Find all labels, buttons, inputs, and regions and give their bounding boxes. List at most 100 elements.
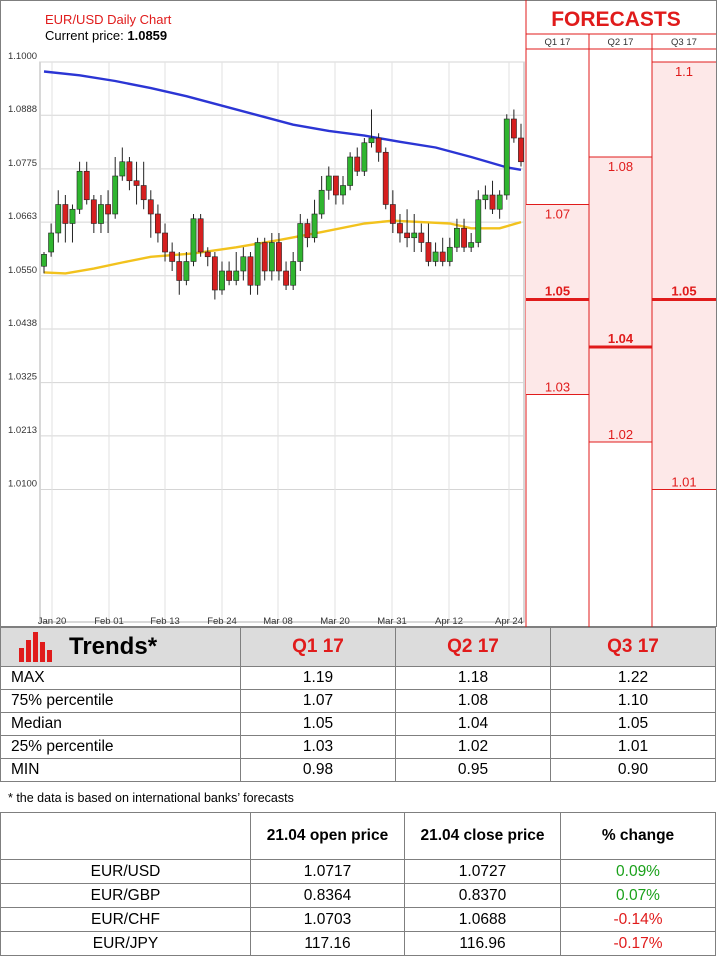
trends-cell: 1.08 [395, 689, 551, 713]
trends-cell: 1.01 [550, 735, 716, 759]
candlesticks [41, 109, 524, 300]
candle [190, 214, 197, 267]
candle [446, 237, 453, 267]
candle-body [247, 256, 254, 286]
pair-label: EUR/CHF [0, 907, 251, 932]
candle-body [62, 204, 69, 224]
x-tick-label: Jan 20 [38, 616, 67, 627]
candle [247, 252, 254, 295]
prices-header-empty [0, 812, 251, 860]
candle [354, 147, 361, 176]
candle [496, 190, 503, 219]
prices-row: EUR/GBP 0.8364 0.8370 0.07% [0, 883, 716, 908]
candle [162, 223, 168, 262]
candle [283, 261, 289, 290]
y-tick-label: 1.0213 [8, 425, 37, 436]
candle [482, 185, 489, 210]
candle [290, 252, 297, 290]
candle-body [90, 199, 97, 224]
candle-body [261, 242, 268, 272]
candle [211, 252, 218, 300]
candle-body [41, 254, 47, 267]
x-tick-label: Feb 24 [207, 616, 237, 627]
candle [340, 176, 346, 205]
candle-body [162, 232, 168, 253]
open-price: 0.8364 [250, 883, 405, 908]
candle [112, 157, 119, 219]
candle [389, 190, 396, 233]
open-price: 1.0717 [250, 859, 405, 884]
percent-change: 0.07% [560, 883, 716, 908]
candle-body [147, 199, 154, 215]
trends-cell: 1.19 [240, 666, 396, 690]
x-tick-label: Mar 20 [320, 616, 350, 627]
candle [119, 147, 126, 181]
candle [261, 237, 268, 281]
candle-body [418, 232, 425, 243]
prices-header-row: 21.04 open price 21.04 close price % cha… [0, 812, 716, 860]
eurusd-chart: EUR/USD Daily Chart Current price: 1.085… [0, 0, 717, 627]
candle-body [510, 118, 517, 139]
candle [361, 138, 368, 176]
candle-body [496, 194, 503, 210]
trends-title-cell: Trends* [0, 627, 241, 667]
candle [176, 252, 183, 295]
candle [197, 214, 204, 257]
x-tick-label: Apr 12 [435, 616, 463, 627]
candle-body [254, 242, 261, 286]
candle-body [233, 270, 240, 281]
candle-body [375, 137, 382, 153]
candle-body [446, 246, 453, 262]
candle-body [382, 151, 389, 205]
close-price: 116.96 [404, 931, 561, 956]
close-price: 1.0688 [404, 907, 561, 932]
candle-body [304, 223, 311, 239]
candle-body [454, 227, 460, 248]
trends-row-max: MAX 1.19 1.18 1.22 [0, 666, 716, 690]
candle-body [276, 242, 282, 272]
trends-cell: 1.04 [395, 712, 551, 736]
pair-label: EUR/GBP [0, 883, 251, 908]
prices-row: EUR/USD 1.0717 1.0727 0.09% [0, 859, 716, 884]
candle-body [48, 232, 55, 253]
prices-header-change: % change [560, 812, 716, 860]
candle [489, 180, 496, 214]
candle-body [518, 137, 524, 163]
candle [304, 218, 311, 248]
candle-body [503, 118, 510, 196]
x-tick-label: Feb 01 [94, 616, 124, 627]
trends-row-label: MAX [0, 666, 241, 690]
candle-body [475, 199, 482, 243]
candle-body [98, 204, 104, 224]
trends-cell: 0.90 [550, 758, 716, 782]
candle-body [197, 218, 204, 253]
candle [204, 247, 211, 267]
candle [468, 233, 475, 252]
trends-row-label: 75% percentile [0, 689, 241, 713]
y-tick-label: 1.1000 [8, 51, 37, 62]
candle [518, 123, 524, 167]
candle-body [219, 270, 225, 291]
y-tick-label: 1.0888 [8, 104, 37, 115]
current-price-label: Current price: [45, 28, 124, 43]
candle [404, 209, 410, 248]
candle [432, 242, 439, 267]
forecast-lower-label: 1.01 [671, 475, 696, 490]
trends-row-label: Median [0, 712, 241, 736]
trends-cell: 1.18 [395, 666, 551, 690]
y-tick-label: 1.0325 [8, 372, 37, 383]
trends-q3-header: Q3 17 [550, 627, 716, 667]
current-price-value: 1.0859 [127, 28, 167, 43]
percent-change: 0.09% [560, 859, 716, 884]
percent-change: -0.14% [560, 907, 716, 932]
forecast-col-label: Q1 17 [545, 37, 571, 48]
candle [461, 218, 467, 252]
trends-header-row: Trends* Q1 17 Q2 17 Q3 17 [0, 627, 716, 667]
candle [155, 204, 161, 243]
trends-row-min: MIN 0.98 0.95 0.90 [0, 758, 716, 782]
candle [48, 223, 55, 257]
candle [69, 204, 76, 243]
candle-body [318, 189, 325, 215]
candle [347, 152, 354, 191]
candle [41, 252, 47, 274]
